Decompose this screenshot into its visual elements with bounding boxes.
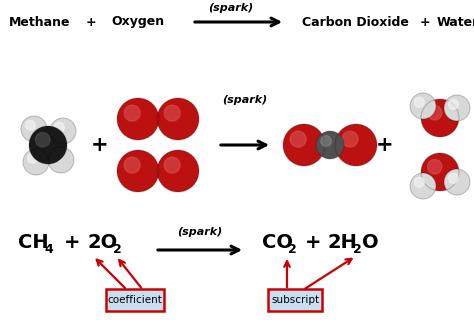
Text: +: + bbox=[64, 233, 80, 252]
Circle shape bbox=[164, 157, 180, 173]
Circle shape bbox=[448, 173, 458, 183]
Circle shape bbox=[29, 126, 67, 164]
Text: (spark): (spark) bbox=[222, 95, 268, 105]
Circle shape bbox=[55, 122, 64, 132]
Text: Oxygen: Oxygen bbox=[111, 16, 164, 29]
FancyBboxPatch shape bbox=[268, 289, 322, 311]
Text: Methane: Methane bbox=[9, 16, 71, 29]
Circle shape bbox=[124, 105, 140, 121]
Circle shape bbox=[48, 147, 74, 173]
Circle shape bbox=[410, 173, 436, 199]
Text: +: + bbox=[305, 233, 321, 252]
Circle shape bbox=[157, 98, 199, 140]
Circle shape bbox=[290, 131, 306, 147]
Circle shape bbox=[421, 99, 459, 137]
Circle shape bbox=[53, 151, 62, 161]
Circle shape bbox=[444, 95, 470, 121]
Text: Water: Water bbox=[437, 16, 474, 29]
Text: CO: CO bbox=[262, 233, 293, 252]
Circle shape bbox=[316, 131, 344, 159]
Circle shape bbox=[410, 93, 436, 119]
FancyBboxPatch shape bbox=[106, 289, 164, 311]
Text: 2O: 2O bbox=[88, 233, 118, 252]
Circle shape bbox=[124, 157, 140, 173]
Circle shape bbox=[117, 98, 159, 140]
Text: (spark): (spark) bbox=[177, 227, 223, 237]
Text: 2H: 2H bbox=[328, 233, 358, 252]
Circle shape bbox=[36, 133, 50, 147]
Text: 2: 2 bbox=[353, 243, 362, 256]
Circle shape bbox=[421, 153, 459, 191]
Text: O: O bbox=[362, 233, 379, 252]
Text: Carbon Dioxide: Carbon Dioxide bbox=[301, 16, 409, 29]
Circle shape bbox=[157, 150, 199, 192]
Circle shape bbox=[321, 136, 331, 146]
Text: subscript: subscript bbox=[271, 295, 319, 305]
Circle shape bbox=[27, 154, 37, 163]
Text: 4: 4 bbox=[44, 243, 53, 256]
Circle shape bbox=[23, 149, 49, 175]
Text: CH: CH bbox=[18, 233, 49, 252]
Circle shape bbox=[283, 124, 325, 166]
Text: +: + bbox=[86, 16, 96, 29]
Circle shape bbox=[444, 169, 470, 195]
Circle shape bbox=[414, 178, 424, 187]
Circle shape bbox=[117, 150, 159, 192]
Circle shape bbox=[428, 159, 442, 174]
Circle shape bbox=[335, 124, 377, 166]
Text: 2: 2 bbox=[288, 243, 297, 256]
Text: +: + bbox=[376, 135, 394, 155]
Circle shape bbox=[50, 118, 76, 144]
Text: coefficient: coefficient bbox=[108, 295, 163, 305]
Circle shape bbox=[414, 98, 424, 107]
Circle shape bbox=[164, 105, 180, 121]
Text: +: + bbox=[419, 16, 430, 29]
Circle shape bbox=[342, 131, 358, 147]
Text: +: + bbox=[91, 135, 109, 155]
Circle shape bbox=[26, 121, 35, 130]
Circle shape bbox=[428, 105, 442, 120]
Circle shape bbox=[448, 99, 458, 109]
Text: 2: 2 bbox=[113, 243, 122, 256]
Text: (spark): (spark) bbox=[209, 3, 254, 13]
Circle shape bbox=[21, 116, 47, 142]
